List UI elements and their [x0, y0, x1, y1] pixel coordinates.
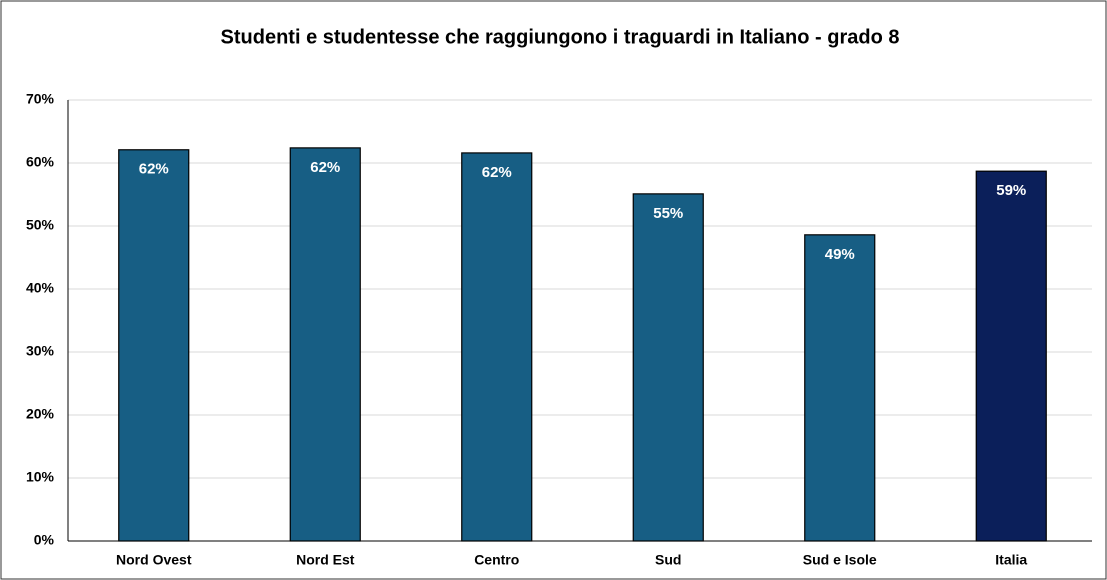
data-label: 62% — [139, 161, 169, 178]
bar — [632, 193, 704, 542]
x-tick-label: Sud e Isole — [803, 552, 877, 568]
x-tick-label: Sud — [655, 552, 681, 568]
y-tick-label: 10% — [26, 469, 55, 485]
y-tick-label: 20% — [26, 406, 55, 422]
data-label: 49% — [825, 246, 855, 263]
x-tick-label: Centro — [474, 552, 519, 568]
bar — [975, 170, 1047, 542]
x-tick-label: Nord Ovest — [116, 552, 192, 568]
y-tick-label: 40% — [26, 280, 55, 296]
y-tick-label: 70% — [26, 91, 55, 107]
bar — [461, 152, 533, 542]
x-tick-label: Italia — [995, 552, 1027, 568]
bar — [289, 147, 361, 542]
data-label: 55% — [653, 205, 683, 222]
bar — [804, 234, 876, 542]
chart-title: Studenti e studentesse che raggiungono i… — [221, 26, 900, 48]
y-tick-label: 60% — [26, 154, 55, 170]
x-tick-label: Nord Est — [296, 552, 355, 568]
bar — [118, 149, 190, 542]
data-label: 62% — [310, 159, 340, 176]
data-label: 59% — [996, 182, 1026, 199]
y-tick-label: 30% — [26, 343, 55, 359]
data-label: 62% — [482, 164, 512, 181]
y-tick-label: 50% — [26, 217, 55, 233]
y-tick-label: 0% — [34, 532, 55, 548]
